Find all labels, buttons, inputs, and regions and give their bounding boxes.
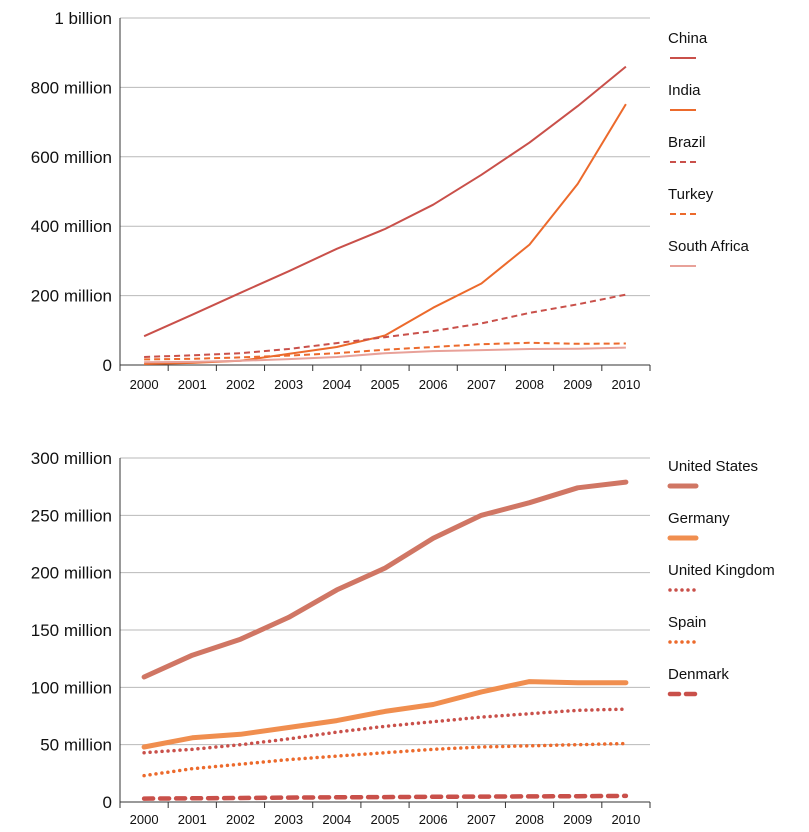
y-tick-label: 200 million <box>31 287 112 306</box>
x-tick-label: 2006 <box>419 377 448 392</box>
legend-label-india: India <box>668 82 701 99</box>
x-tick-label: 2007 <box>467 812 496 827</box>
series-line-china <box>143 65 627 338</box>
series-line-south-africa <box>144 346 626 364</box>
y-tick-label: 50 million <box>40 736 112 755</box>
y-tick-label: 0 <box>103 356 112 375</box>
chart-bottom-internet-users: 0 50 million 100 million 150 million 200 mil… <box>31 449 775 827</box>
x-tick-label: 2004 <box>322 377 351 392</box>
legend-label-united-states: United States <box>668 458 758 475</box>
y-tick-label: 300 million <box>31 449 112 468</box>
x-tick-label: 2002 <box>226 812 255 827</box>
series-line-united-states <box>141 479 629 680</box>
series-line-spain <box>142 741 628 778</box>
legend-label-brazil: Brazil <box>668 134 706 151</box>
x-tick-label: 2010 <box>611 377 640 392</box>
series-line-united-kingdom <box>142 707 628 755</box>
y-tick-label: 400 million <box>31 217 112 236</box>
y-tick-label: 800 million <box>31 78 112 97</box>
y-tick-label: 150 million <box>31 621 112 640</box>
series-line-brazil <box>144 293 627 358</box>
x-tick-label: 2001 <box>178 812 207 827</box>
legend-label-turkey: Turkey <box>668 186 714 203</box>
legend-label-china: China <box>668 30 708 47</box>
y-tick-label: 0 <box>103 793 112 812</box>
series-line-turkey <box>144 341 626 361</box>
y-tick-label: 1 billion <box>54 9 112 28</box>
x-tick-label: 2004 <box>322 812 351 827</box>
x-tick-label: 2003 <box>274 377 303 392</box>
x-tick-label: 2010 <box>611 812 640 827</box>
legend-label-united-kingdom: United Kingdom <box>668 562 775 579</box>
x-tick-label: 2001 <box>178 377 207 392</box>
series-line-germany <box>141 679 629 750</box>
y-tick-label: 200 million <box>31 564 112 583</box>
x-tick-label: 2007 <box>467 377 496 392</box>
x-tick-label: 2000 <box>130 377 159 392</box>
x-tick-label: 2006 <box>419 812 448 827</box>
y-tick-label: 250 million <box>31 506 112 525</box>
x-tick-label: 2008 <box>515 377 544 392</box>
x-tick-label: 2005 <box>371 377 400 392</box>
series-line-denmark <box>141 793 629 801</box>
x-tick-label: 2009 <box>563 377 592 392</box>
legend-label-denmark: Denmark <box>668 666 729 683</box>
x-tick-label: 2005 <box>371 812 400 827</box>
legend-label-germany: Germany <box>668 510 730 527</box>
x-tick-label: 2003 <box>274 812 303 827</box>
series-line-india <box>144 103 627 365</box>
chart-top-internet-users: 0 200 million 400 million 600 million 800 mi… <box>31 9 750 392</box>
x-tick-label: 2008 <box>515 812 544 827</box>
y-tick-label: 600 million <box>31 148 112 167</box>
x-tick-label: 2009 <box>563 812 592 827</box>
legend-label-spain: Spain <box>668 614 706 631</box>
legend-label-south-africa: South Africa <box>668 238 750 255</box>
x-tick-label: 2002 <box>226 377 255 392</box>
x-tick-label: 2000 <box>130 812 159 827</box>
y-tick-label: 100 million <box>31 678 112 697</box>
